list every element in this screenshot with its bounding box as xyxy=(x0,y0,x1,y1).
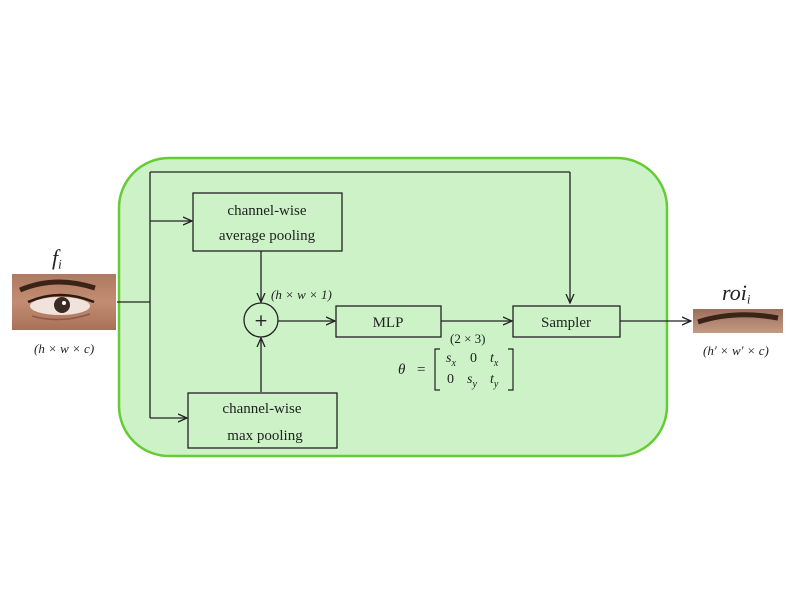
theta-r1c1: sx xyxy=(446,351,456,369)
theta-r1c2: 0 xyxy=(470,351,477,366)
theta-symbol: θ xyxy=(398,362,406,378)
input-dims: (h × w × c) xyxy=(34,341,95,356)
theta-equals: = xyxy=(417,362,426,378)
max-pool-box: channel-wise max pooling xyxy=(187,392,338,449)
input-eye-image xyxy=(12,274,116,330)
theta-r2c3: ty xyxy=(490,372,499,390)
sum-operator: + xyxy=(243,302,279,338)
mlp-out-dims-label: (2 × 3) xyxy=(450,331,486,346)
output-eyebrow-image xyxy=(693,309,783,333)
theta-r1c3: tx xyxy=(490,351,499,369)
theta-r2c1: 0 xyxy=(447,372,454,387)
mlp-box: MLP xyxy=(335,305,442,338)
sum-symbol: + xyxy=(254,311,268,331)
avg-pool-box: channel-wise average pooling xyxy=(192,192,343,252)
output-dims: (h′ × w′ × c) xyxy=(703,343,769,358)
connectors xyxy=(117,171,691,418)
sampler-box: Sampler xyxy=(512,305,621,338)
input-symbol: fi xyxy=(52,245,62,272)
pooled-dims-label: (h × w × 1) xyxy=(271,287,332,302)
max-pool-line2: max pooling xyxy=(227,428,303,444)
avg-pool-line2: average pooling xyxy=(219,228,316,244)
max-pool-line1: channel-wise xyxy=(222,401,301,417)
output-symbol: roii xyxy=(722,280,751,307)
theta-r2c2: sy xyxy=(467,372,477,390)
sampler-label: Sampler xyxy=(541,315,591,331)
theta-brackets xyxy=(434,348,514,391)
avg-pool-line1: channel-wise xyxy=(227,203,306,219)
mlp-label: MLP xyxy=(373,315,404,331)
